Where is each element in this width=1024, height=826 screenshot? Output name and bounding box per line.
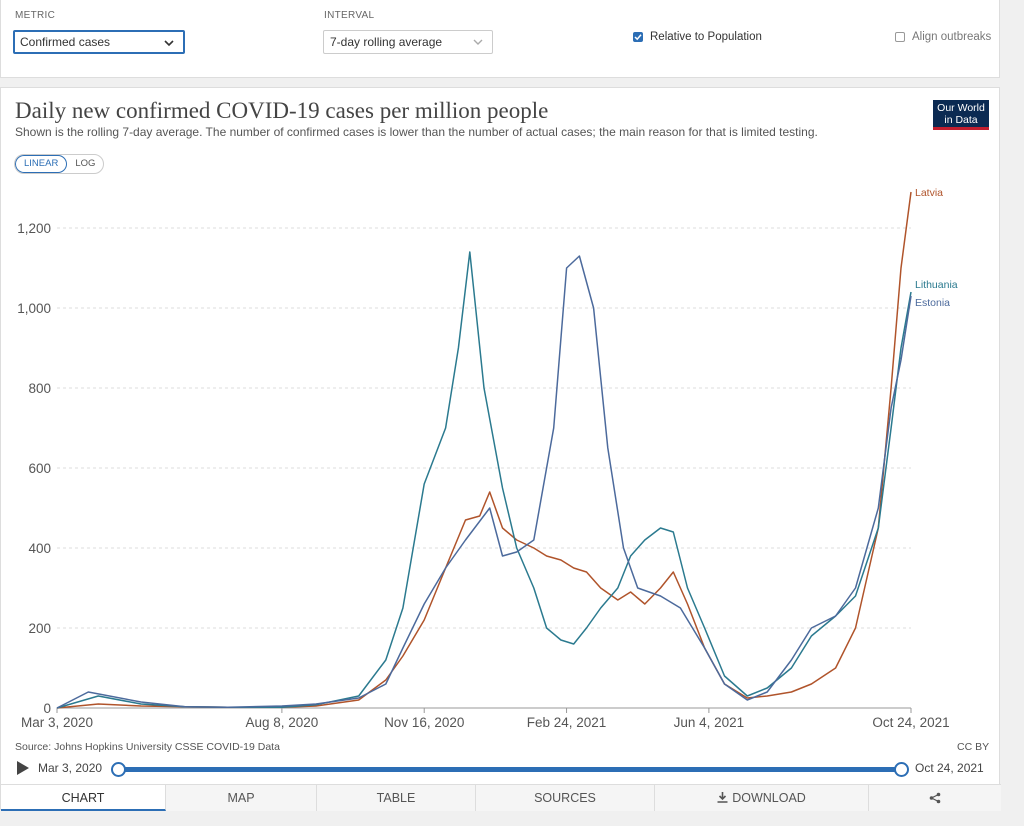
- align-outbreaks-checkbox[interactable]: Align outbreaks: [895, 31, 991, 43]
- relative-label: Relative to Population: [650, 31, 762, 43]
- interval-select-value: 7-day rolling average: [330, 35, 443, 49]
- x-tick-label: Feb 24, 2021: [527, 715, 607, 730]
- x-tick-label: Aug 8, 2020: [245, 715, 318, 730]
- timeline-end-handle[interactable]: [894, 762, 909, 777]
- tab-download[interactable]: DOWNLOAD: [655, 785, 869, 811]
- y-tick-label: 800: [28, 381, 51, 396]
- y-tick-label: 600: [28, 461, 51, 476]
- timeline-start-label: Mar 3, 2020: [38, 761, 103, 775]
- tab-chart[interactable]: CHART: [1, 785, 166, 811]
- tab-table[interactable]: TABLE: [317, 785, 476, 811]
- tab-download-label: DOWNLOAD: [732, 791, 806, 805]
- line-chart: 0 200 400 600 800 1,000 1,200 Mar 3, 2020 Aug 8…: [17, 187, 958, 730]
- scale-toggle: LINEAR LOG: [14, 154, 105, 174]
- relative-to-population-checkbox[interactable]: Relative to Population: [633, 31, 762, 43]
- y-tick-label: 0: [43, 701, 51, 716]
- series-line-latvia[interactable]: [56, 191, 912, 709]
- owid-logo[interactable]: Our World in Data: [933, 100, 989, 130]
- x-axis: Mar 3, 2020 Aug 8, 2020 Nov 16, 2020 Feb 24…: [21, 708, 950, 730]
- x-tick-label: Nov 16, 2020: [384, 715, 464, 730]
- series-line-estonia[interactable]: [56, 255, 912, 709]
- play-icon[interactable]: [17, 761, 29, 775]
- chevron-down-icon: [164, 40, 174, 47]
- timeline: Mar 3, 2020 Oct 24, 2021: [1, 758, 1001, 782]
- series-label-latvia[interactable]: Latvia: [915, 187, 943, 199]
- align-label: Align outbreaks: [912, 31, 992, 43]
- y-axis: 0 200 400 600 800 1,000 1,200: [17, 221, 51, 716]
- tab-share[interactable]: [869, 785, 1001, 811]
- tab-chart-label: CHART: [61, 791, 105, 805]
- checkbox-empty-icon: [895, 32, 905, 42]
- download-icon: [717, 792, 728, 803]
- y-tick-label: 1,200: [17, 221, 51, 236]
- controls-bar: METRIC Confirmed cases INTERVAL 7-day ro…: [0, 0, 1000, 78]
- timeline-start-handle[interactable]: [111, 762, 126, 777]
- interval-label: INTERVAL: [324, 10, 375, 21]
- series-label-estonia[interactable]: Estonia: [915, 297, 950, 309]
- x-tick-label: Mar 3, 2020: [21, 715, 93, 730]
- metric-label: METRIC: [15, 10, 56, 21]
- tab-map[interactable]: MAP: [166, 785, 317, 811]
- metric-select[interactable]: Confirmed cases: [13, 30, 185, 54]
- series-line-lithuania[interactable]: [56, 251, 912, 709]
- logo-line1: Our World: [937, 102, 985, 114]
- chart-subtitle: Shown is the rolling 7-day average. The …: [15, 125, 818, 139]
- chart-title: Daily new confirmed COVID-19 cases per m…: [15, 98, 549, 123]
- chart-card: Daily new confirmed COVID-19 cases per m…: [0, 87, 1001, 811]
- metric-select-value: Confirmed cases: [20, 35, 111, 49]
- y-tick-label: 400: [28, 541, 51, 556]
- timeline-track[interactable]: [117, 767, 901, 772]
- interval-select[interactable]: 7-day rolling average: [323, 30, 493, 54]
- tab-table-label: TABLE: [376, 791, 416, 805]
- series-labels: Latvia Lithuania Estonia: [915, 187, 958, 309]
- y-tick-label: 200: [28, 621, 51, 636]
- x-tick-label: Jun 4, 2021: [674, 715, 745, 730]
- series-lines: [56, 191, 912, 709]
- grid-lines: [57, 227, 911, 709]
- tab-sources-label: SOURCES: [534, 791, 596, 805]
- share-icon: [929, 792, 941, 804]
- y-tick-label: 1,000: [17, 301, 51, 316]
- log-scale-button[interactable]: LOG: [75, 158, 96, 169]
- license-link[interactable]: CC BY: [957, 741, 990, 753]
- logo-line2: in Data: [944, 114, 978, 126]
- series-label-lithuania[interactable]: Lithuania: [915, 279, 958, 291]
- x-tick-label: Oct 24, 2021: [872, 715, 949, 730]
- linear-scale-button[interactable]: LINEAR: [15, 155, 68, 173]
- source-note[interactable]: Source: Johns Hopkins University CSSE CO…: [15, 741, 280, 753]
- chevron-down-icon: [473, 39, 483, 45]
- checkmark-icon: [633, 32, 643, 42]
- timeline-end-label: Oct 24, 2021: [915, 761, 984, 775]
- tab-bar: CHART MAP TABLE SOURCES DOWNLOAD: [1, 784, 1001, 811]
- tab-sources[interactable]: SOURCES: [476, 785, 655, 811]
- tab-map-label: MAP: [227, 791, 255, 805]
